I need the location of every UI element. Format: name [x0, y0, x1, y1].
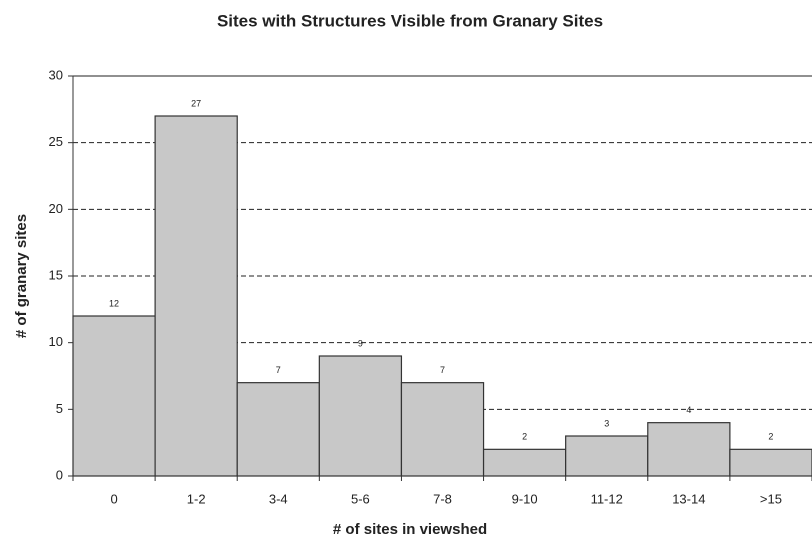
x-tick-label: 0	[110, 491, 117, 506]
x-tick-label: 7-8	[433, 491, 452, 506]
bar	[154, 115, 238, 477]
value-label: 27	[191, 98, 201, 108]
value-label: 9	[358, 338, 363, 348]
x-tick-label: 9-10	[512, 491, 538, 506]
chart-title: Sites with Structures Visible from Grana…	[217, 11, 603, 30]
y-tick-label: 20	[49, 201, 63, 216]
x-tick-label: 13-14	[672, 491, 705, 506]
bar	[72, 315, 156, 477]
bar	[647, 422, 731, 477]
value-label: 3	[604, 418, 609, 428]
value-label: 2	[522, 432, 527, 442]
bar	[318, 355, 403, 477]
y-tick-label: 25	[49, 134, 63, 149]
x-tick-label: 5-6	[351, 491, 370, 506]
y-tick-label: 15	[49, 267, 63, 282]
y-tick-label: 10	[49, 334, 63, 349]
y-tick-label: 0	[56, 467, 63, 482]
y-tick-label: 5	[56, 401, 63, 416]
value-label: 4	[686, 405, 691, 415]
y-axis-label: # of granary sites	[13, 214, 30, 338]
y-tick-label: 30	[49, 67, 63, 82]
value-label: 7	[276, 365, 281, 375]
bar	[729, 448, 812, 477]
x-tick-label: >15	[760, 491, 782, 506]
x-tick-label: 1-2	[187, 491, 206, 506]
value-label: 7	[440, 365, 445, 375]
x-tick-label: 11-12	[591, 491, 623, 506]
bar	[565, 435, 649, 477]
value-label: 12	[109, 298, 119, 308]
bar	[236, 382, 320, 477]
bar	[400, 382, 485, 477]
value-label: 2	[768, 432, 773, 442]
x-tick-label: 3-4	[269, 491, 288, 506]
x-axis-label: # of sites in viewshed	[333, 521, 487, 538]
bar	[482, 448, 567, 477]
